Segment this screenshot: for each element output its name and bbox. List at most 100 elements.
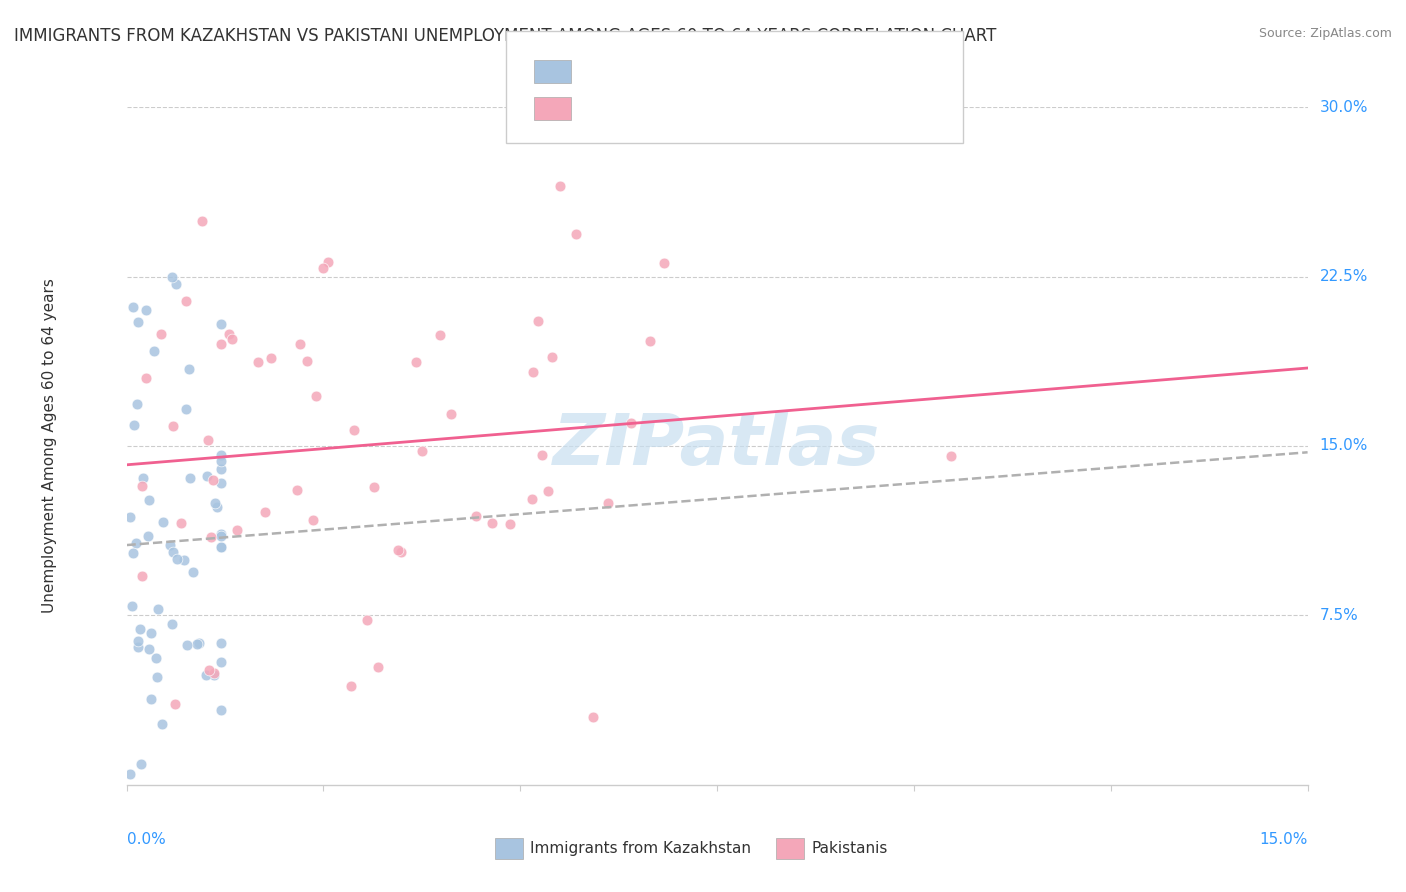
Point [177,362,200,376]
Point [131,479,153,493]
Point [387,542,409,557]
Point [173,552,195,566]
Point [122,417,145,432]
Point [188,636,211,650]
Point [165,277,187,291]
Point [149,327,172,342]
Text: 0.219: 0.219 [614,63,662,78]
Point [531,448,554,462]
Point [652,256,675,270]
Point [246,355,269,369]
Point [197,663,219,677]
Point [146,602,169,616]
Point [465,509,488,524]
Point [209,541,232,555]
Point [440,407,463,421]
Point [522,365,544,379]
Point [200,530,222,544]
Point [598,495,620,509]
Text: R =: R = [579,101,613,115]
Point [481,516,503,531]
Point [225,523,247,537]
Point [125,536,148,550]
Point [356,613,378,627]
Point [150,716,173,731]
Text: N =: N = [682,63,716,78]
Text: 56: 56 [717,101,738,115]
Point [162,545,184,559]
Point [363,480,385,494]
Point [135,303,157,318]
Text: IMMIGRANTS FROM KAZAKHSTAN VS PAKISTANI UNEMPLOYMENT AMONG AGES 60 TO 64 YEARS C: IMMIGRANTS FROM KAZAKHSTAN VS PAKISTANI … [14,27,997,45]
Point [202,668,225,682]
Point [160,269,183,284]
Point [582,710,605,724]
Point [165,697,187,711]
Point [221,332,243,346]
Point [194,668,217,682]
Point [204,496,226,510]
Point [209,703,232,717]
Point [209,656,232,670]
Point [127,315,149,329]
Text: 15.0%: 15.0% [1260,832,1308,847]
Point [202,666,225,681]
Text: 30.0%: 30.0% [1319,100,1368,114]
Text: 22.5%: 22.5% [1319,269,1368,284]
Point [205,500,228,515]
Point [201,473,224,487]
Point [548,179,571,194]
Point [152,516,174,530]
Text: 0.409: 0.409 [614,101,662,115]
Point [638,334,661,348]
Text: R =: R = [579,63,613,78]
Point [139,625,162,640]
Point [316,255,339,269]
Point [305,388,328,402]
Point [939,449,962,463]
Point [145,651,167,665]
Point [499,516,522,531]
Point [343,424,366,438]
Point [136,529,159,543]
Point [162,418,184,433]
Point [186,637,208,651]
Point [197,434,219,448]
Point [405,355,427,369]
Point [131,471,153,485]
Point [138,493,160,508]
Point [195,468,218,483]
Point [209,454,232,468]
Point [121,546,143,560]
Point [297,354,319,368]
Text: 0.0%: 0.0% [127,832,166,847]
Point [121,300,143,314]
Point [120,766,142,780]
Point [131,569,153,583]
Point [527,314,550,328]
Point [159,538,181,552]
Point [391,544,413,558]
Point [127,640,149,654]
Point [160,617,183,632]
Point [138,642,160,657]
Point [174,402,197,417]
Point [127,634,149,648]
Point [129,756,152,771]
Text: Immigrants from Kazakhstan: Immigrants from Kazakhstan [530,841,751,855]
Text: 7.5%: 7.5% [1319,608,1358,623]
Text: 57: 57 [717,63,738,78]
Point [367,660,389,674]
Point [125,397,148,411]
Text: Unemployment Among Ages 60 to 64 years: Unemployment Among Ages 60 to 64 years [42,278,58,614]
Point [288,337,311,351]
Point [141,691,163,706]
Point [564,227,586,241]
Point [209,475,232,490]
Point [176,638,198,652]
Point [209,448,232,462]
Point [520,492,543,507]
Point [312,260,335,275]
Point [191,214,214,228]
Point [285,483,308,498]
